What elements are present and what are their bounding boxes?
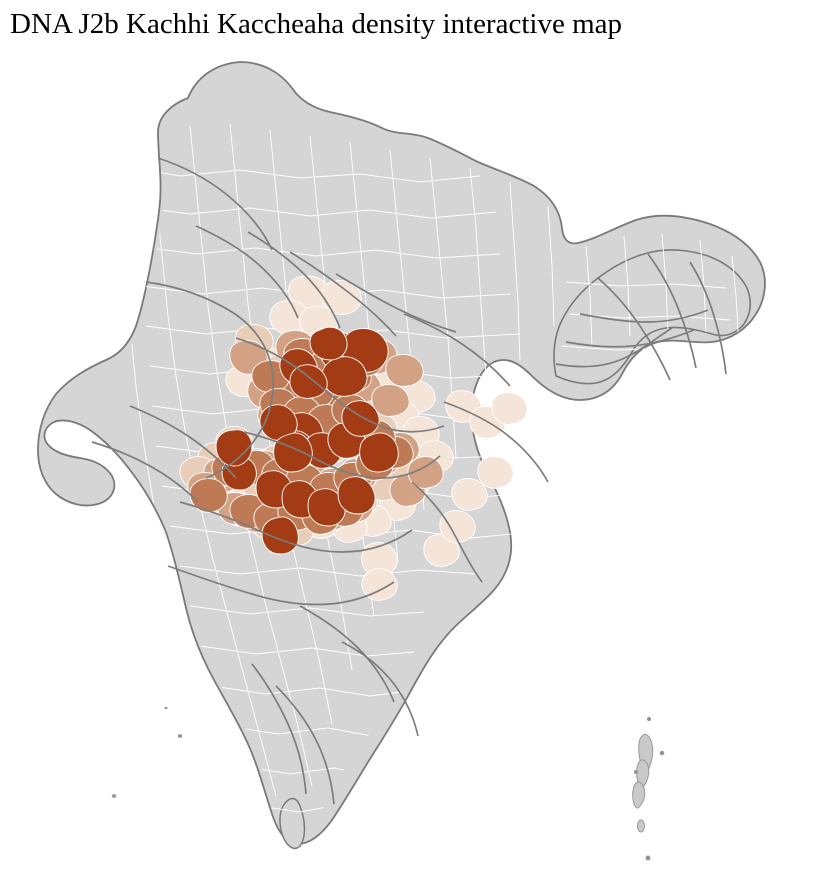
island-shape[interactable] — [637, 819, 645, 833]
island-shape[interactable] — [645, 855, 651, 861]
district-tier3[interactable] — [385, 354, 424, 387]
island-shape[interactable] — [633, 769, 639, 775]
island-shape[interactable] — [177, 734, 183, 738]
choropleth-tier5-districts[interactable] — [215, 326, 399, 555]
map-canvas[interactable] — [0, 46, 824, 874]
district-tier5[interactable] — [321, 356, 368, 397]
south-tip-landmass — [279, 797, 306, 850]
district-tier1[interactable] — [491, 392, 528, 425]
district-tier5[interactable] — [289, 364, 328, 399]
island-shape[interactable] — [111, 794, 117, 798]
district-tier5[interactable] — [309, 326, 348, 361]
district-tier1[interactable] — [439, 510, 476, 543]
state-boundaries — [91, 157, 727, 805]
district-tier3[interactable] — [371, 384, 410, 417]
district-tier5[interactable] — [215, 429, 253, 467]
district-tier1[interactable] — [477, 456, 514, 489]
district-tier5[interactable] — [359, 432, 399, 473]
island-shape[interactable] — [646, 716, 652, 722]
andaman-nicobar-islands[interactable] — [111, 716, 675, 874]
district-tier5[interactable] — [261, 516, 299, 555]
islet-shape — [164, 706, 168, 710]
india-choropleth-svg[interactable] — [0, 46, 824, 874]
district-tier1[interactable] — [361, 568, 398, 601]
district-tier1[interactable] — [451, 478, 488, 511]
district-tier3[interactable] — [407, 456, 444, 489]
west-coast-islets — [164, 706, 168, 710]
island-shape[interactable] — [659, 750, 665, 756]
district-tier5[interactable] — [273, 432, 313, 473]
island-shape[interactable] — [632, 781, 646, 809]
district-tier5[interactable] — [337, 476, 376, 515]
page-title: DNA J2b Kachhi Kaccheaha density interac… — [10, 8, 623, 40]
